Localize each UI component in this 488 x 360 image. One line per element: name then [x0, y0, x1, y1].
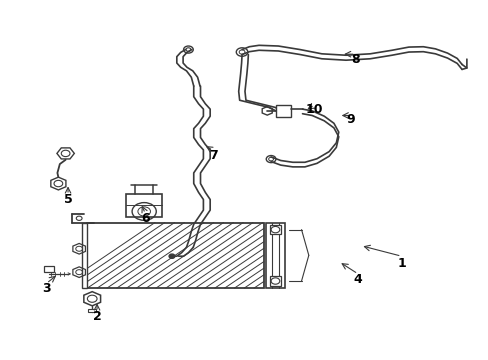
- Circle shape: [169, 254, 175, 258]
- Bar: [88, 309, 96, 312]
- Bar: [126, 194, 162, 217]
- Text: 10: 10: [305, 103, 323, 116]
- Text: 2: 2: [93, 310, 101, 323]
- Bar: [87, 222, 264, 288]
- Text: 4: 4: [353, 273, 362, 286]
- Bar: [81, 222, 87, 288]
- Bar: [87, 222, 264, 288]
- Text: 7: 7: [208, 149, 217, 162]
- Bar: [275, 104, 291, 117]
- Bar: [265, 222, 284, 288]
- Text: 8: 8: [351, 53, 359, 66]
- Bar: [44, 266, 53, 272]
- Text: 9: 9: [346, 113, 354, 126]
- Text: 6: 6: [141, 212, 149, 225]
- Bar: [269, 276, 281, 285]
- Text: 1: 1: [396, 257, 405, 270]
- Bar: [269, 225, 281, 234]
- Text: 5: 5: [63, 193, 72, 206]
- Text: 3: 3: [42, 282, 50, 294]
